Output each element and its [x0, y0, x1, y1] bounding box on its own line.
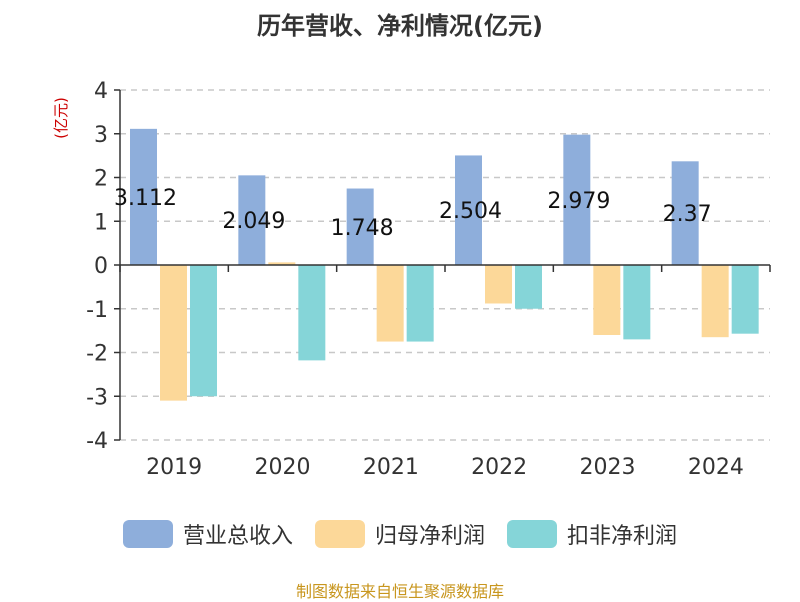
legend-swatch-net-profit	[314, 520, 365, 548]
data-label: 2.049	[222, 209, 285, 234]
legend-swatch-deducted-profit	[507, 520, 557, 548]
bar	[485, 265, 512, 304]
data-label: 2.979	[547, 189, 610, 214]
bar	[268, 262, 296, 265]
bar	[623, 265, 651, 340]
data-label: 2.504	[439, 199, 502, 224]
bar	[563, 134, 591, 265]
legend-item-net-profit[interactable]: 归母净利润	[314, 518, 485, 550]
legend-label-net-profit: 归母净利润	[374, 524, 485, 549]
y-tick-label: -2	[86, 342, 108, 367]
legend-item-revenue[interactable]: 营业总收入	[122, 518, 293, 550]
y-tick-label: 1	[94, 210, 108, 235]
chart-title: 历年营收、净利情况(亿元)	[257, 12, 543, 40]
x-tick-label: 2023	[580, 455, 636, 480]
bars	[130, 128, 759, 401]
bar	[515, 265, 542, 309]
bar	[406, 265, 434, 342]
data-source-note: 制图数据来自恒生聚源数据库	[295, 582, 504, 601]
data-label: 2.37	[663, 202, 712, 227]
bar	[376, 265, 404, 342]
legend: 营业总收入 归母净利润 扣非净利润	[0, 516, 800, 552]
axes	[114, 89, 771, 441]
x-tick-label: 2021	[363, 455, 419, 480]
x-tick-label: 2020	[255, 455, 311, 480]
y-tick-label: 4	[94, 79, 108, 104]
y-tick-label: -1	[86, 298, 108, 323]
labels: -4 -3 -2 -1 0 1 2 3 4 2019 2020 2021 2022 2023 2024 3.1…	[86, 79, 744, 480]
x-tick-label: 2019	[146, 455, 202, 480]
bar	[593, 265, 621, 335]
data-label: 3.112	[114, 186, 177, 211]
y-tick-label: -4	[86, 429, 108, 454]
y-tick-label: 2	[94, 167, 108, 192]
bar	[238, 175, 266, 265]
y-tick-label: 0	[94, 254, 108, 279]
bar	[731, 265, 759, 334]
bar	[130, 128, 157, 265]
y-tick-label: -3	[86, 385, 108, 410]
legend-label-revenue: 营业总收入	[182, 524, 293, 549]
data-label: 1.748	[331, 216, 394, 241]
x-tick-label: 2024	[688, 455, 744, 480]
x-tick-label: 2022	[471, 455, 527, 480]
legend-swatch-revenue	[122, 520, 173, 548]
bar	[455, 155, 482, 265]
bar	[701, 265, 729, 338]
bar	[298, 265, 326, 361]
y-unit-label: (亿元)	[52, 97, 70, 139]
legend-item-deducted-profit[interactable]: 扣非净利润	[507, 518, 677, 550]
bar	[160, 265, 187, 401]
bar	[671, 161, 699, 265]
y-tick-label: 3	[94, 123, 108, 148]
bar	[346, 188, 374, 265]
bar	[190, 265, 217, 397]
grid-lines	[120, 89, 770, 441]
legend-label-deducted-profit: 扣非净利润	[567, 524, 678, 549]
